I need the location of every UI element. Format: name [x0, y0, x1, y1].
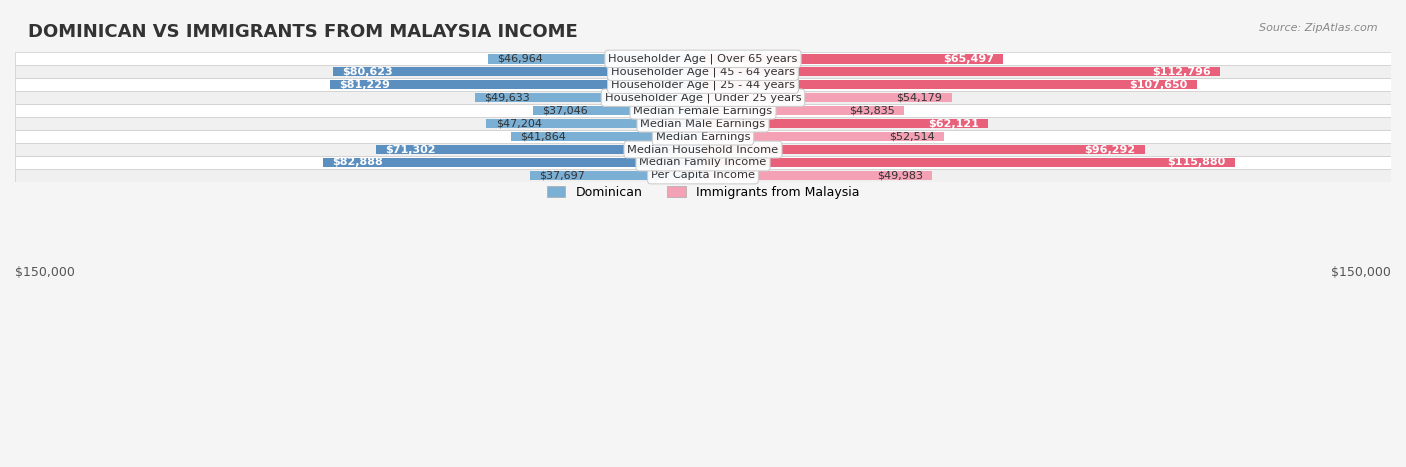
Text: $43,835: $43,835	[849, 106, 894, 116]
Text: $65,497: $65,497	[943, 54, 994, 64]
Bar	[703, 132, 943, 141]
Text: Median Household Income: Median Household Income	[627, 144, 779, 155]
Text: Median Earnings: Median Earnings	[655, 132, 751, 142]
FancyBboxPatch shape	[15, 78, 1391, 91]
Bar	[488, 54, 703, 64]
FancyBboxPatch shape	[15, 130, 1391, 143]
Text: $107,650: $107,650	[1129, 80, 1188, 90]
Text: $49,633: $49,633	[485, 93, 530, 103]
FancyBboxPatch shape	[15, 156, 1391, 169]
Text: Per Capita Income: Per Capita Income	[651, 170, 755, 180]
Text: $49,983: $49,983	[877, 170, 924, 180]
Bar	[703, 93, 952, 102]
FancyBboxPatch shape	[15, 91, 1391, 104]
FancyBboxPatch shape	[15, 143, 1391, 156]
Bar	[533, 106, 703, 115]
FancyBboxPatch shape	[15, 104, 1391, 117]
Text: $80,623: $80,623	[343, 67, 394, 77]
Text: $71,302: $71,302	[385, 144, 436, 155]
Text: Householder Age | Over 65 years: Householder Age | Over 65 years	[609, 54, 797, 64]
Bar	[703, 54, 1004, 64]
Bar	[703, 80, 1197, 89]
Text: Householder Age | 25 - 44 years: Householder Age | 25 - 44 years	[612, 79, 794, 90]
Legend: Dominican, Immigrants from Malaysia: Dominican, Immigrants from Malaysia	[541, 181, 865, 204]
Bar	[703, 145, 1144, 154]
Text: $52,514: $52,514	[889, 132, 935, 142]
FancyBboxPatch shape	[15, 65, 1391, 78]
Bar	[703, 171, 932, 180]
Bar	[703, 158, 1234, 167]
Text: Median Family Income: Median Family Income	[640, 157, 766, 168]
Text: Householder Age | Under 25 years: Householder Age | Under 25 years	[605, 92, 801, 103]
Bar	[703, 119, 988, 128]
Text: Householder Age | 45 - 64 years: Householder Age | 45 - 64 years	[612, 66, 794, 77]
Text: Median Female Earnings: Median Female Earnings	[634, 106, 772, 116]
Text: $82,888: $82,888	[332, 157, 382, 168]
FancyBboxPatch shape	[15, 169, 1391, 182]
Text: $62,121: $62,121	[928, 119, 979, 128]
Text: $46,964: $46,964	[496, 54, 543, 64]
Text: $54,179: $54,179	[897, 93, 942, 103]
Text: $47,204: $47,204	[496, 119, 541, 128]
Bar	[530, 171, 703, 180]
Bar	[510, 132, 703, 141]
Bar	[486, 119, 703, 128]
Text: $37,046: $37,046	[543, 106, 588, 116]
Text: Source: ZipAtlas.com: Source: ZipAtlas.com	[1260, 23, 1378, 33]
Bar	[703, 106, 904, 115]
Text: $41,864: $41,864	[520, 132, 567, 142]
Text: $150,000: $150,000	[15, 266, 75, 279]
Text: $115,880: $115,880	[1167, 157, 1226, 168]
FancyBboxPatch shape	[15, 117, 1391, 130]
Text: $112,796: $112,796	[1153, 67, 1211, 77]
Text: $96,292: $96,292	[1084, 144, 1136, 155]
Bar	[475, 93, 703, 102]
Text: DOMINICAN VS IMMIGRANTS FROM MALAYSIA INCOME: DOMINICAN VS IMMIGRANTS FROM MALAYSIA IN…	[28, 23, 578, 42]
FancyBboxPatch shape	[15, 52, 1391, 65]
Bar	[330, 80, 703, 89]
Text: $37,697: $37,697	[540, 170, 585, 180]
Bar	[323, 158, 703, 167]
Bar	[333, 67, 703, 77]
Text: Median Male Earnings: Median Male Earnings	[641, 119, 765, 128]
Bar	[375, 145, 703, 154]
Text: $150,000: $150,000	[1331, 266, 1391, 279]
Text: $81,229: $81,229	[340, 80, 391, 90]
Bar	[703, 67, 1220, 77]
